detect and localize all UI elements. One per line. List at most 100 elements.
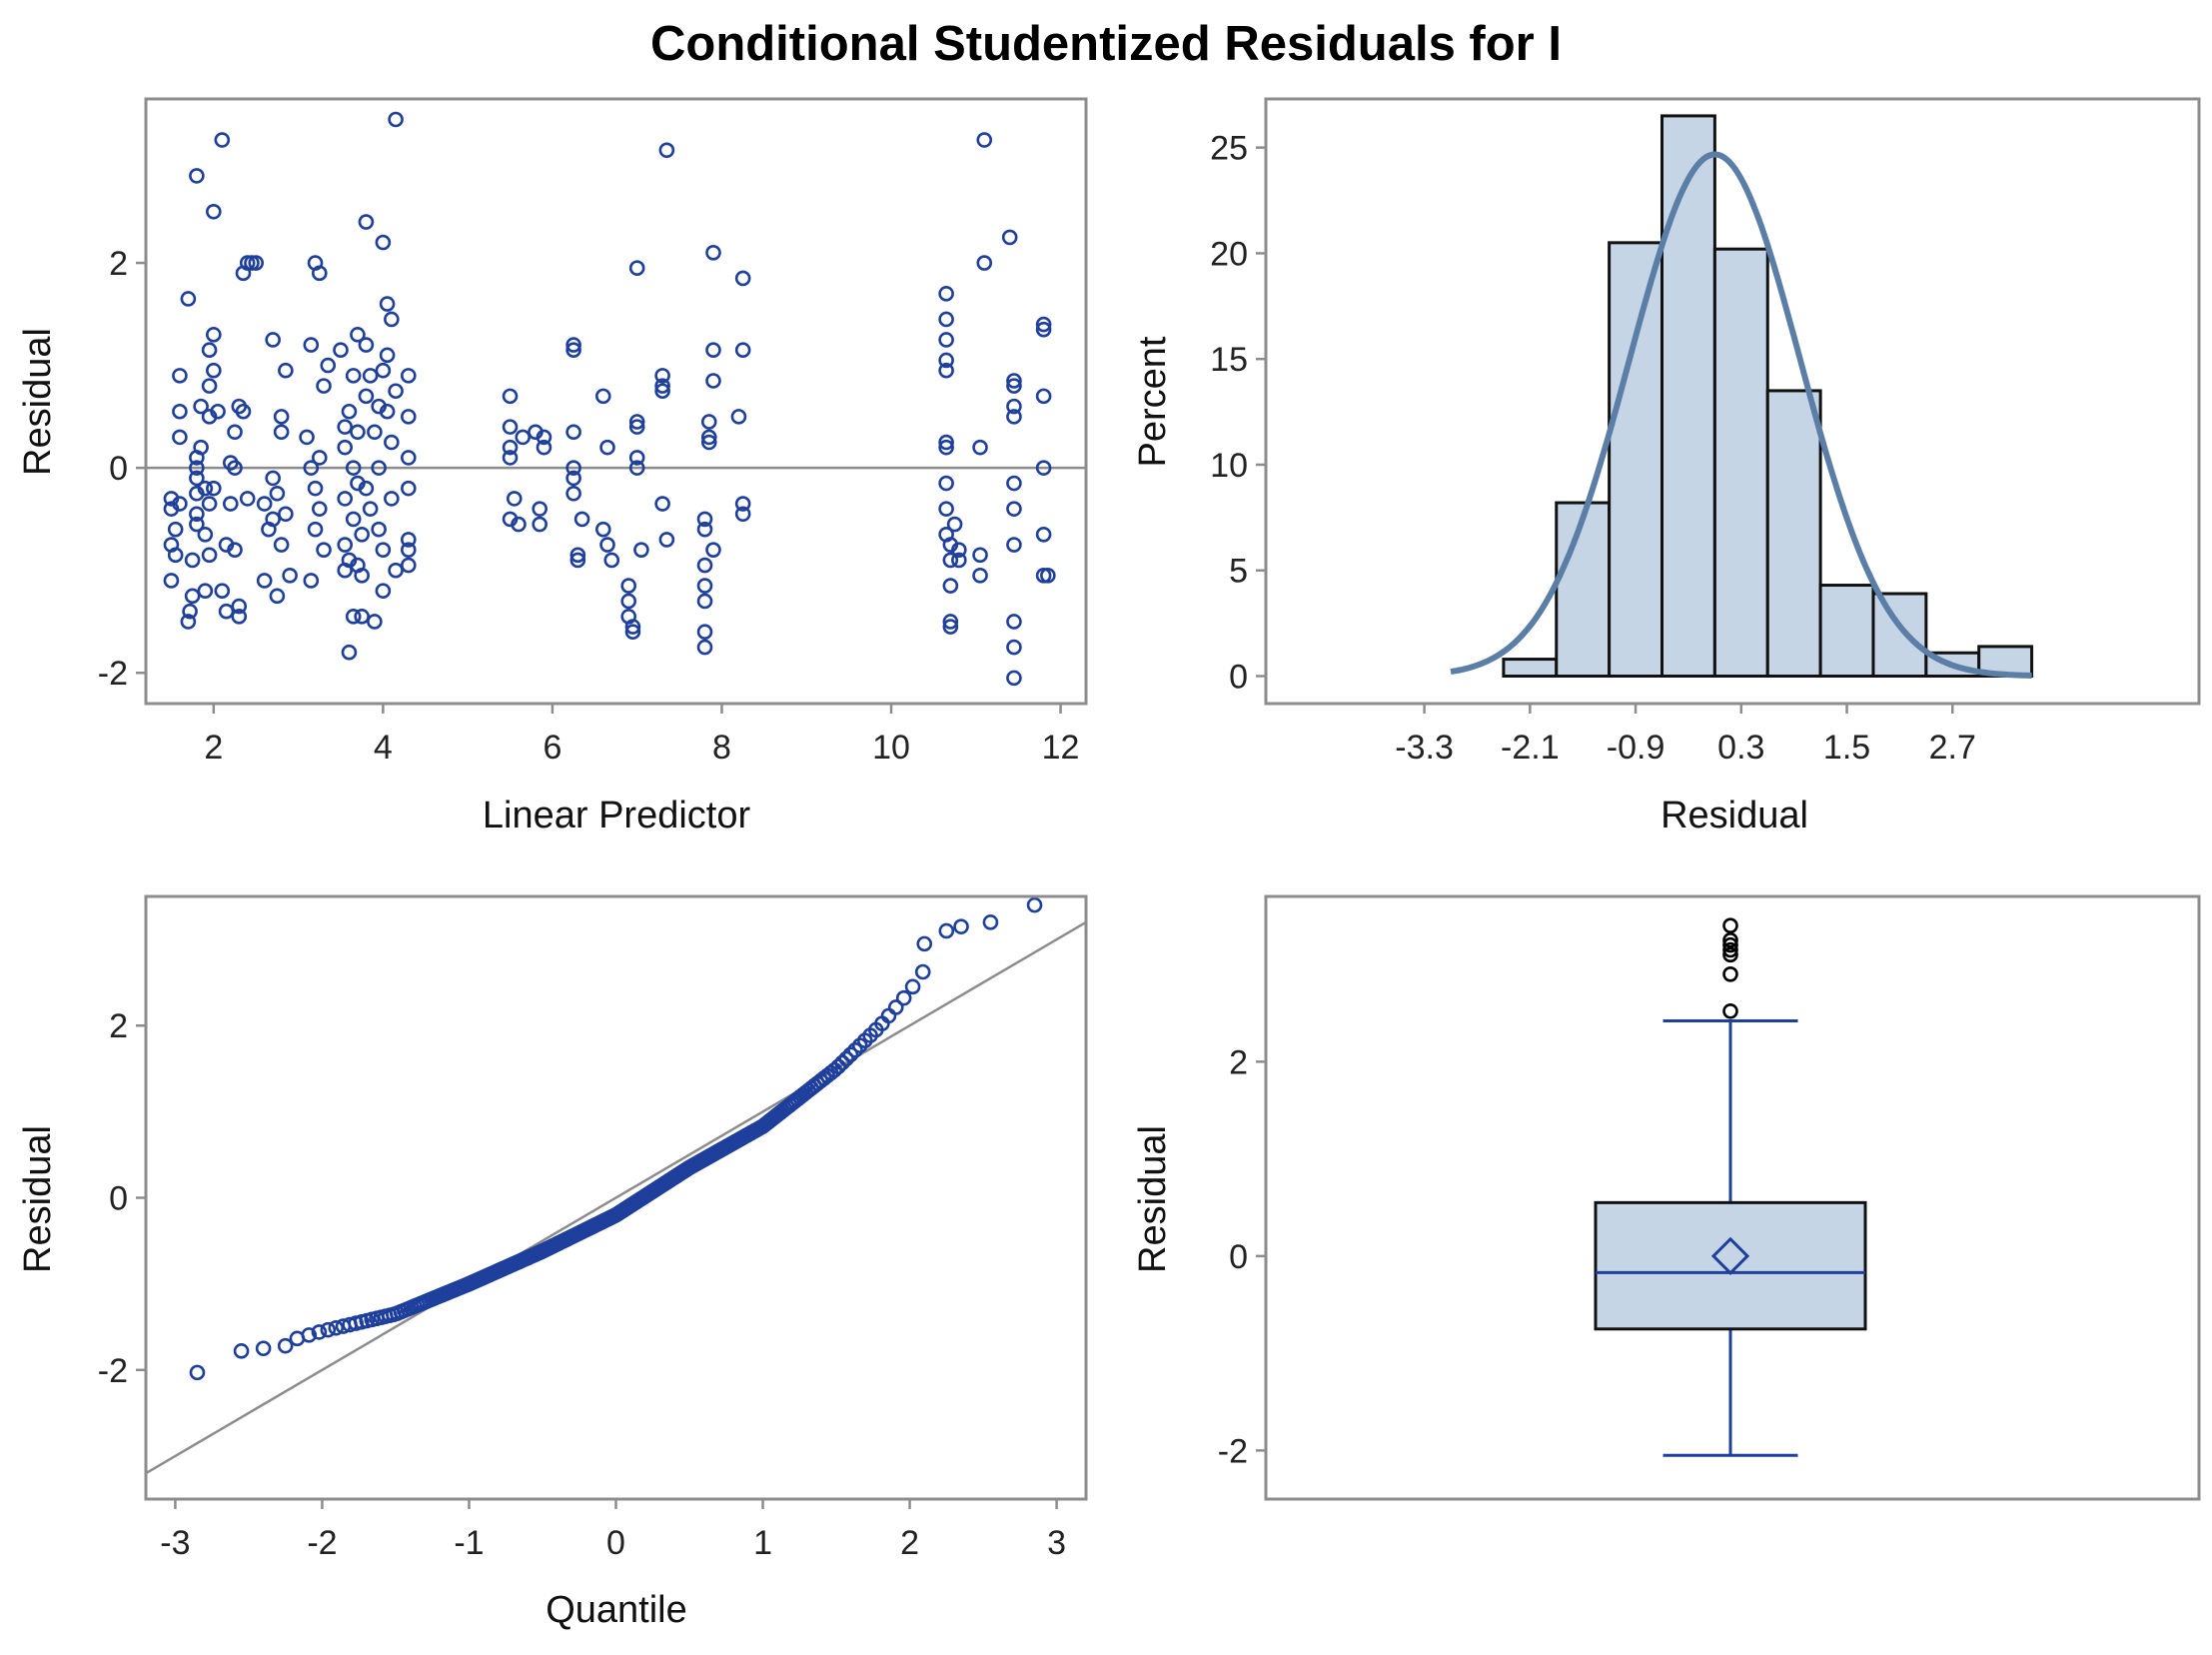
x-tick-label: 2 bbox=[900, 1524, 919, 1562]
residual-point bbox=[299, 429, 315, 446]
residual-point bbox=[222, 496, 239, 512]
residual-point bbox=[532, 516, 549, 533]
residual-point bbox=[384, 311, 400, 328]
residual-point bbox=[375, 542, 392, 558]
qq-point bbox=[842, 1046, 859, 1062]
residual-point bbox=[624, 624, 641, 641]
residual-point bbox=[633, 542, 649, 558]
residual-point bbox=[946, 516, 963, 533]
residual-point bbox=[951, 542, 967, 558]
y-tick-label: 5 bbox=[1229, 553, 1248, 591]
residual-point bbox=[700, 414, 717, 430]
residual-point bbox=[172, 496, 188, 512]
residual-point bbox=[379, 296, 396, 312]
residual-point bbox=[976, 255, 993, 271]
residual-point bbox=[401, 450, 417, 466]
residual-point bbox=[206, 480, 222, 497]
residual-point bbox=[189, 460, 205, 476]
residual-point bbox=[594, 521, 611, 538]
residual-point bbox=[628, 414, 645, 430]
residual-point bbox=[265, 470, 281, 487]
y-tick-label: 2 bbox=[1229, 1043, 1248, 1081]
x-tick-label: -0.9 bbox=[1607, 729, 1665, 767]
x-tick-label: 8 bbox=[712, 729, 731, 767]
histogram-bar bbox=[1765, 389, 1822, 678]
qq-reference-line bbox=[145, 920, 1087, 1475]
panel2-xlabel: Residual bbox=[1660, 795, 1808, 836]
residual-point bbox=[375, 583, 392, 600]
residual-point bbox=[214, 132, 231, 148]
residual-point bbox=[278, 362, 294, 379]
x-tick-label: 6 bbox=[543, 729, 561, 767]
x-tick-label: 2 bbox=[204, 729, 223, 767]
histogram-bar bbox=[1608, 241, 1664, 678]
y-tick-label: 15 bbox=[1210, 341, 1248, 379]
panel2-ylabel: Percent bbox=[1132, 336, 1174, 467]
residual-point bbox=[218, 603, 235, 620]
x-tick-label: -1 bbox=[454, 1524, 484, 1562]
residual-point bbox=[189, 168, 205, 184]
x-tick-label: 12 bbox=[1042, 729, 1080, 767]
residual-point bbox=[180, 291, 197, 307]
residual-point bbox=[265, 332, 281, 348]
residual-point bbox=[1001, 229, 1018, 246]
residual-point bbox=[172, 368, 188, 384]
residual-point bbox=[565, 460, 581, 476]
residual-point bbox=[341, 644, 358, 661]
residual-point bbox=[705, 245, 721, 261]
histogram-bar bbox=[1502, 658, 1559, 678]
mean-marker bbox=[1710, 1236, 1750, 1275]
qq-point bbox=[887, 999, 904, 1015]
residual-point bbox=[1035, 316, 1052, 333]
y-tick-label: 2 bbox=[109, 1007, 128, 1045]
y-tick-label: 0 bbox=[1229, 1238, 1248, 1276]
qq-panel: Residual Quantile -3 -2 -1 0 1 2 3 -2 0 2 bbox=[17, 894, 1088, 1631]
residual-point bbox=[1006, 409, 1022, 425]
residual-point bbox=[1035, 388, 1052, 405]
residual-point bbox=[620, 593, 637, 610]
x-tick-label: 3 bbox=[1047, 1524, 1066, 1562]
x-tick-label: 10 bbox=[872, 729, 910, 767]
residual-point bbox=[1035, 460, 1052, 476]
x-tick-label: -2 bbox=[307, 1524, 337, 1562]
residual-point bbox=[972, 568, 988, 584]
residual-point bbox=[502, 450, 519, 466]
residual-point bbox=[942, 578, 959, 594]
residual-point bbox=[201, 342, 218, 359]
outlier-point bbox=[1722, 917, 1738, 933]
qq-point bbox=[904, 978, 921, 995]
residual-point bbox=[942, 614, 959, 630]
residual-point bbox=[311, 450, 328, 466]
y-tick-label: 2 bbox=[109, 245, 128, 283]
y-tick-label: -2 bbox=[1218, 1432, 1248, 1470]
residual-point bbox=[172, 429, 188, 446]
residual-point bbox=[316, 542, 332, 558]
residual-point bbox=[388, 383, 404, 400]
qq-point bbox=[982, 914, 999, 930]
residual-point bbox=[184, 588, 201, 605]
x-tick-label: 1.5 bbox=[1823, 729, 1870, 767]
residual-point bbox=[358, 480, 375, 497]
residual-point bbox=[603, 552, 620, 569]
residual-point bbox=[358, 388, 375, 405]
residual-point bbox=[379, 403, 396, 420]
residual-point bbox=[532, 501, 549, 517]
residual-point bbox=[193, 398, 209, 415]
residual-point bbox=[362, 368, 379, 384]
residual-point bbox=[401, 480, 417, 497]
panel4-frame bbox=[1264, 894, 2201, 1501]
panel1-frame bbox=[144, 97, 1088, 706]
qq-point bbox=[953, 918, 969, 934]
residual-point bbox=[628, 460, 645, 476]
x-tick-label: 4 bbox=[374, 729, 393, 767]
residual-point bbox=[401, 542, 417, 558]
outlier-point bbox=[1722, 941, 1738, 958]
residual-point bbox=[654, 496, 670, 512]
residual-point bbox=[594, 388, 611, 405]
residual-point bbox=[197, 583, 214, 600]
chart-title: Conditional Studentized Residuals for I bbox=[650, 17, 1562, 71]
residual-point bbox=[565, 424, 581, 441]
x-tick-label: -2.1 bbox=[1501, 729, 1560, 767]
residual-point bbox=[654, 378, 670, 394]
